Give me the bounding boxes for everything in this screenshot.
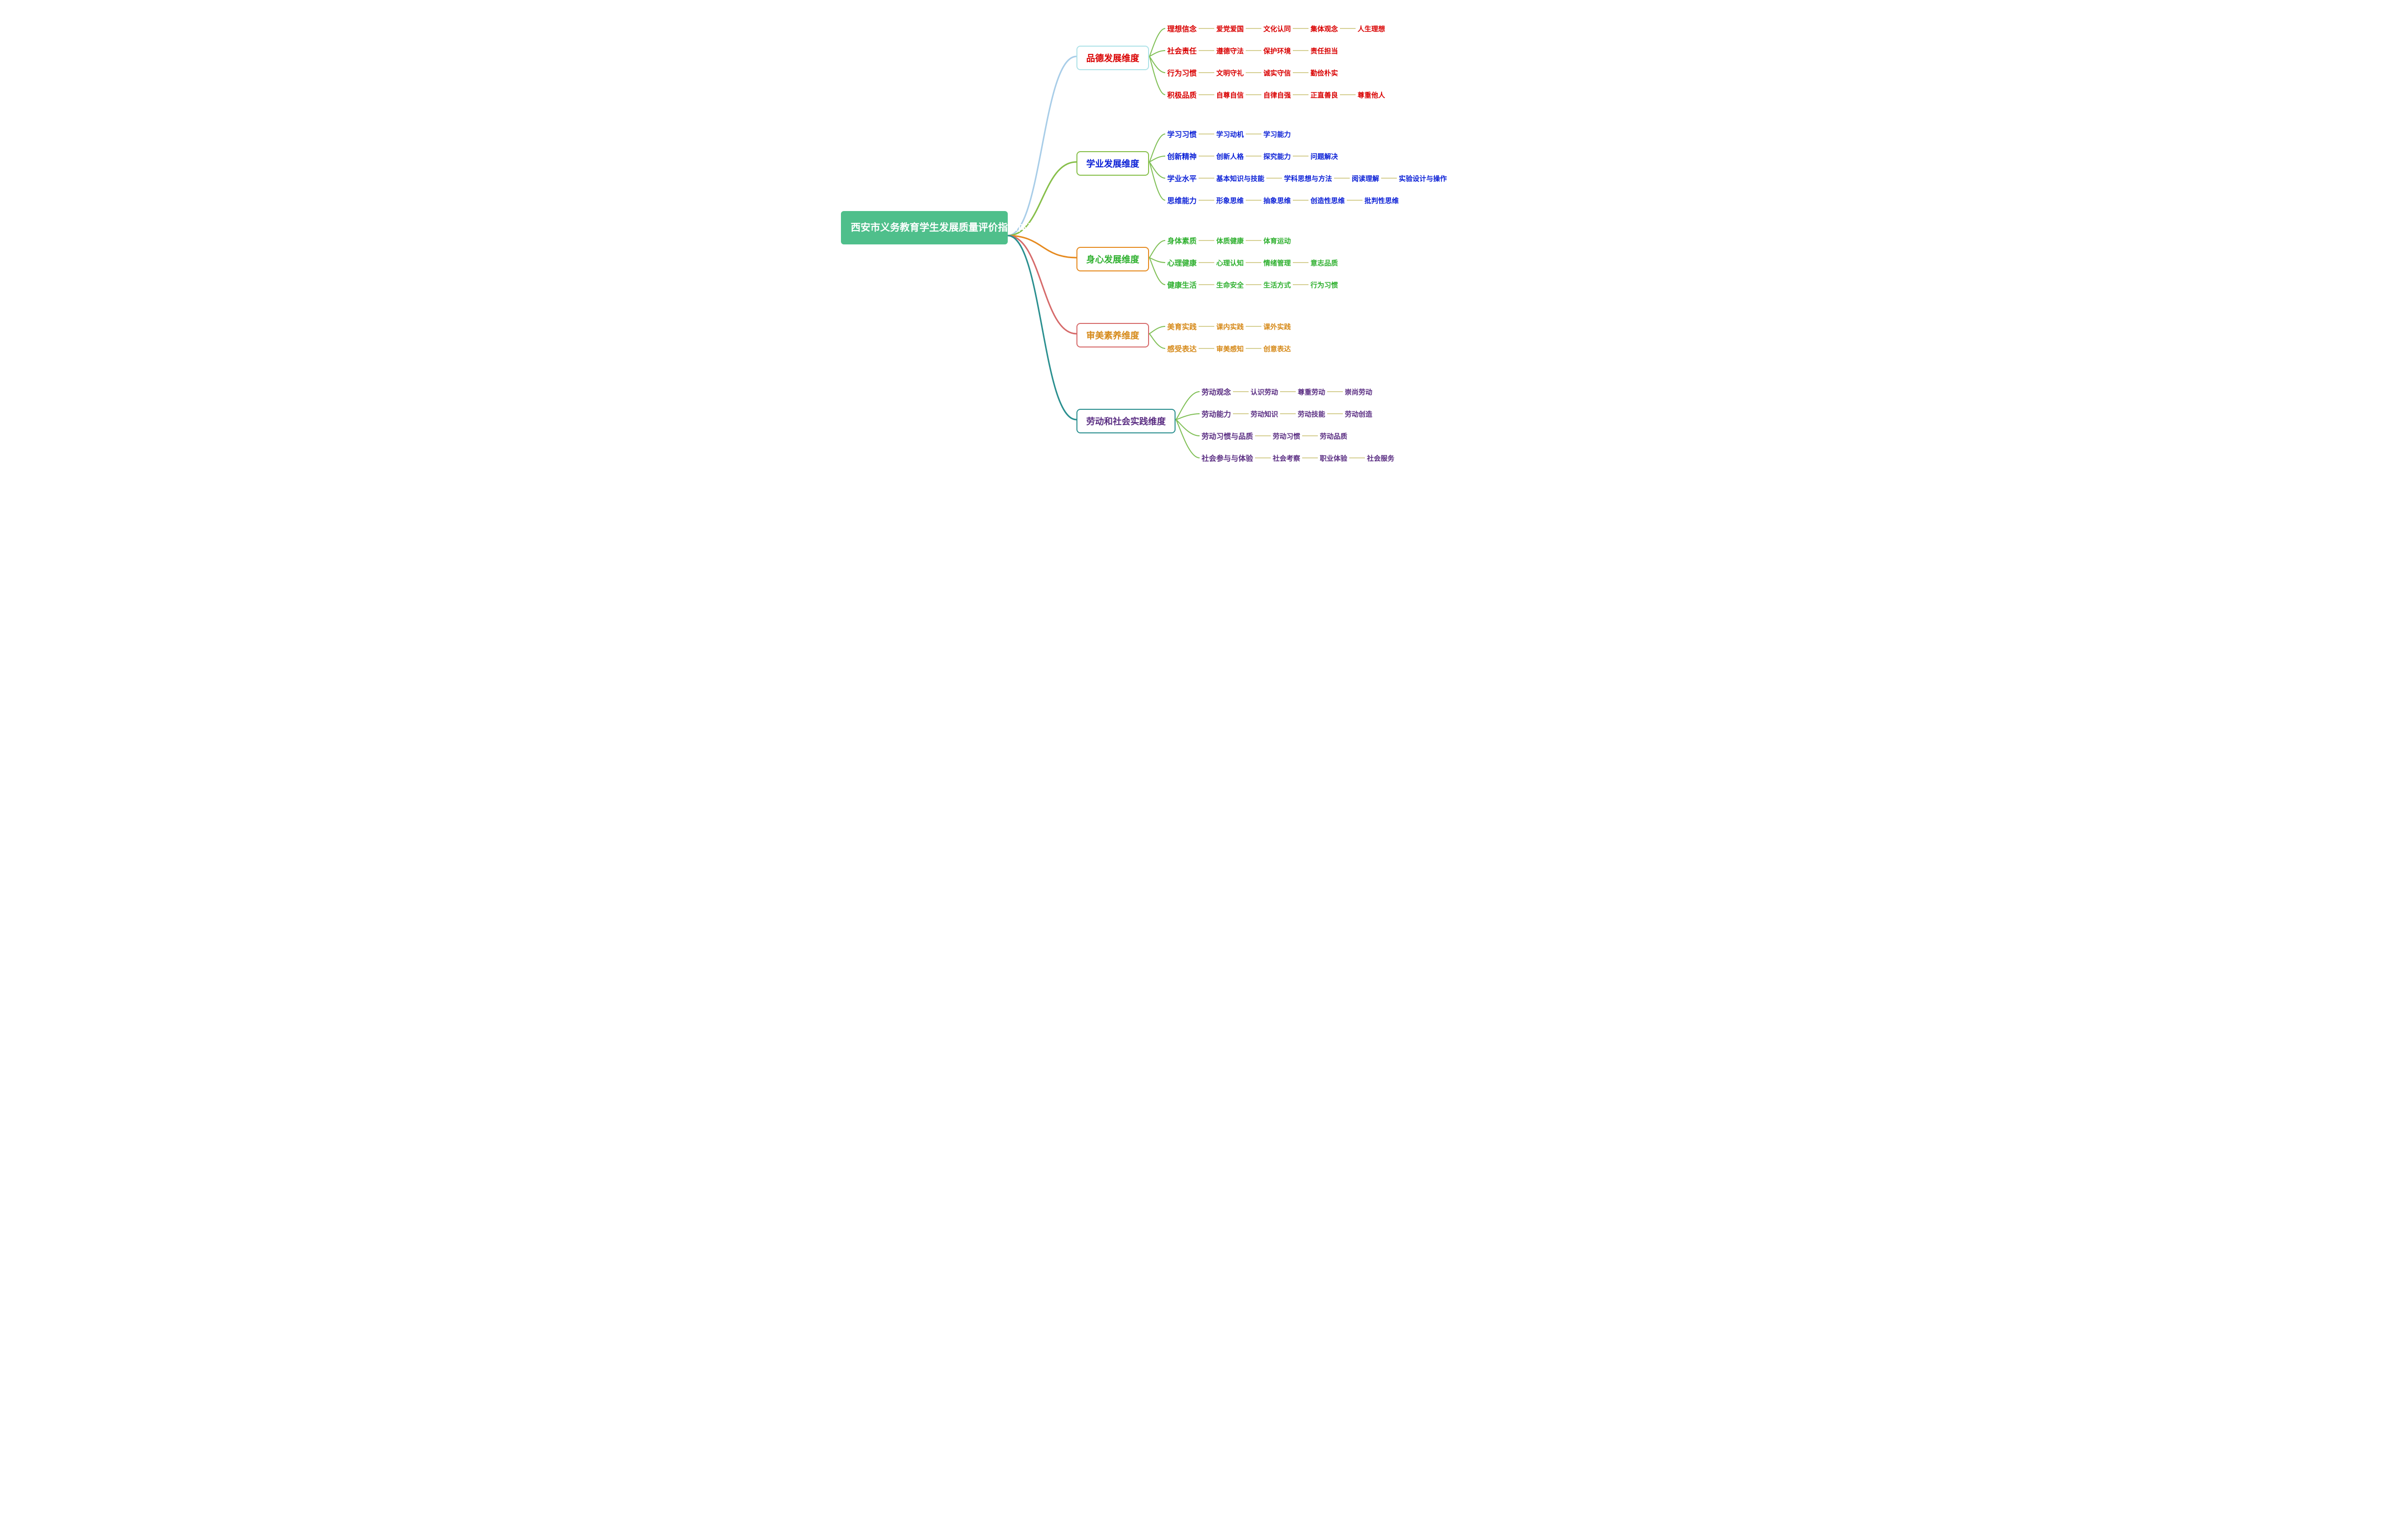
level3-node: 问题解决 [1310,152,1338,161]
level3-node: 学科思想与方法 [1284,174,1332,184]
level3-node: 课内实践 [1216,322,1244,332]
level2-node: 理想信念 [1167,24,1197,34]
level3-node: 责任担当 [1310,46,1338,56]
dimension-node: 劳动和社会实践维度 [1076,409,1176,433]
level3-node: 创造性思维 [1310,196,1345,206]
level2-node: 劳动观念 [1202,387,1231,397]
dimension-node: 学业发展维度 [1076,151,1149,176]
level3-node: 文化认同 [1263,24,1291,34]
level3-node: 学习动机 [1216,130,1244,139]
level2-node: 学业水平 [1167,173,1197,184]
level3-node: 实验设计与操作 [1399,174,1447,184]
level3-node: 形象思维 [1216,196,1244,206]
level3-node: 劳动品质 [1320,431,1347,441]
level3-node: 勤俭朴实 [1310,68,1338,78]
level3-node: 遵德守法 [1216,46,1244,56]
level3-node: 体育运动 [1263,236,1291,246]
level2-node: 感受表达 [1167,344,1197,354]
level2-node: 积极品质 [1167,90,1197,100]
level3-node: 抽象思维 [1263,196,1291,206]
root-node: 西安市义务教育学生发展质量评价指标体系（2021修订版） [841,211,1008,244]
dimension-node: 审美素养维度 [1076,323,1149,347]
level3-node: 认识劳动 [1251,387,1278,397]
level2-node: 劳动习惯与品质 [1202,431,1253,441]
level3-node: 创意表达 [1263,344,1291,354]
level3-node: 人生理想 [1358,24,1385,34]
level3-node: 正直善良 [1310,90,1338,100]
level3-node: 社会服务 [1367,453,1394,463]
level3-node: 行为习惯 [1310,280,1338,290]
level2-node: 劳动能力 [1202,409,1231,419]
level3-node: 劳动创造 [1345,409,1372,419]
level3-node: 尊重劳动 [1298,387,1325,397]
level3-node: 心理认知 [1216,258,1244,268]
level3-node: 生活方式 [1263,280,1291,290]
level3-node: 劳动知识 [1251,409,1278,419]
dimension-node: 身心发展维度 [1076,247,1149,271]
level2-node: 创新精神 [1167,151,1197,161]
dimension-node: 品德发展维度 [1076,46,1149,70]
level2-node: 健康生活 [1167,280,1197,290]
level3-node: 自律自强 [1263,90,1291,100]
level3-node: 批判性思维 [1364,196,1399,206]
level3-node: 学习能力 [1263,130,1291,139]
level3-node: 自尊自信 [1216,90,1244,100]
level3-node: 诚实守信 [1263,68,1291,78]
level2-node: 思维能力 [1167,195,1197,206]
level2-node: 心理健康 [1167,258,1197,268]
level3-node: 劳动技能 [1298,409,1325,419]
level3-node: 体质健康 [1216,236,1244,246]
level3-node: 社会考察 [1273,453,1300,463]
level2-node: 行为习惯 [1167,68,1197,78]
level3-node: 意志品质 [1310,258,1338,268]
level3-node: 阅读理解 [1352,174,1379,184]
level3-node: 尊重他人 [1358,90,1385,100]
level3-node: 职业体验 [1320,453,1347,463]
level3-node: 爱党爱国 [1216,24,1244,34]
level3-node: 集体观念 [1310,24,1338,34]
level3-node: 保护环境 [1263,46,1291,56]
level3-node: 崇尚劳动 [1345,387,1372,397]
level3-node: 课外实践 [1263,322,1291,332]
level3-node: 审美感知 [1216,344,1244,354]
level3-node: 创新人格 [1216,152,1244,161]
level3-node: 生命安全 [1216,280,1244,290]
mindmap-container: 西安市义务教育学生发展质量评价指标体系（2021修订版） 品德发展维度 理想信念 爱党… [821,0,1587,481]
level3-node: 基本知识与技能 [1216,174,1264,184]
level3-node: 劳动习惯 [1273,431,1300,441]
level3-node: 探究能力 [1263,152,1291,161]
level2-node: 美育实践 [1167,321,1197,332]
level3-node: 文明守礼 [1216,68,1244,78]
level3-node: 情绪管理 [1263,258,1291,268]
level2-node: 身体素质 [1167,236,1197,246]
level2-node: 社会责任 [1167,46,1197,56]
level2-node: 学习习惯 [1167,129,1197,139]
level2-node: 社会参与与体验 [1202,453,1253,463]
